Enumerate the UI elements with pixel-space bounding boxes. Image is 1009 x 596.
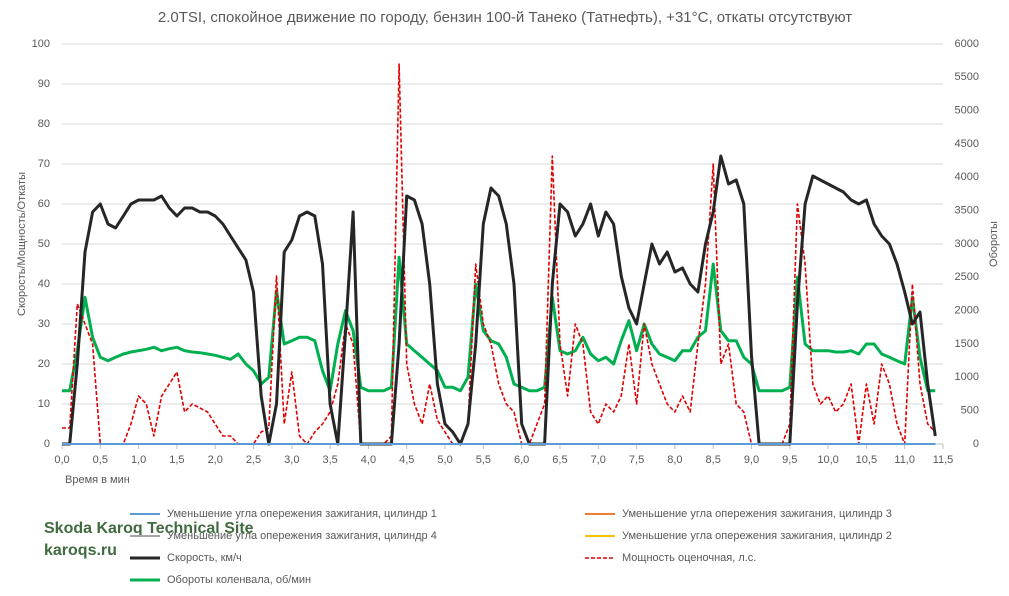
y-tick-label: 90: [38, 78, 50, 90]
x-tick-label: 0,5: [93, 454, 108, 466]
y2-tick-label: 500: [961, 405, 979, 417]
series-line: [62, 255, 936, 393]
x-tick-label: 7,0: [591, 454, 606, 466]
x-tick-label: 1,5: [169, 454, 184, 466]
series-line: [62, 63, 936, 445]
x-tick-label: 9,0: [744, 454, 759, 466]
y2-tick-label: 6000: [955, 38, 979, 50]
y-tick-label: 60: [38, 198, 50, 210]
y2-tick-label: 2500: [955, 271, 979, 283]
legend-label: Уменьшение угла опережения зажигания, ци…: [167, 508, 437, 520]
x-tick-label: 1,0: [131, 454, 146, 466]
x-tick-label: 7,5: [629, 454, 644, 466]
y2-tick-label: 1500: [955, 338, 979, 350]
x-tick-label: 2,0: [208, 454, 223, 466]
y-tick-label: 70: [38, 158, 50, 170]
y2-tick-label: 2000: [955, 305, 979, 317]
x-tick-label: 8,0: [667, 454, 682, 466]
legend-label: Обороты коленвала, об/мин: [167, 574, 311, 586]
y2-tick-label: 1000: [955, 371, 979, 383]
y2-tick-label: 4500: [955, 138, 979, 150]
legend-label: Уменьшение угла опережения зажигания, ци…: [622, 530, 892, 542]
legend-label: Уменьшение угла опережения зажигания, ци…: [622, 508, 892, 520]
watermark: Skoda Karoq Technical Site: [44, 520, 254, 537]
x-tick-label: 6,5: [552, 454, 567, 466]
y-tick-label: 80: [38, 118, 50, 130]
y2-tick-label: 3000: [955, 238, 979, 250]
legend-label: Уменьшение угла опережения зажигания, ци…: [167, 530, 437, 542]
y-tick-label: 10: [38, 398, 50, 410]
x-tick-label: 0,0: [54, 454, 69, 466]
y-tick-label: 30: [38, 318, 50, 330]
y2-tick-label: 5000: [955, 105, 979, 117]
x-tick-label: 10,0: [817, 454, 838, 466]
x-tick-label: 9,5: [782, 454, 797, 466]
y2-tick-label: 0: [973, 438, 979, 450]
y-tick-label: 40: [38, 278, 50, 290]
x-tick-label: 5,0: [437, 454, 452, 466]
legend-label: Мощность оценочная, л.с.: [622, 552, 756, 564]
x-tick-label: 5,5: [476, 454, 491, 466]
y-tick-label: 50: [38, 238, 50, 250]
legend-label: Скорость, км/ч: [167, 552, 242, 564]
y2-tick-label: 3500: [955, 205, 979, 217]
y-tick-label: 20: [38, 358, 50, 370]
x-tick-label: 8,5: [706, 454, 721, 466]
y2-tick-label: 4000: [955, 171, 979, 183]
y-axis-title: Скорость/Мощность/Откаты: [16, 172, 28, 316]
x-tick-label: 4,0: [361, 454, 376, 466]
x-axis-title: Время в мин: [65, 474, 130, 486]
x-tick-label: 10,5: [856, 454, 877, 466]
y-tick-label: 0: [44, 438, 50, 450]
y2-tick-label: 5500: [955, 71, 979, 83]
x-tick-label: 3,5: [322, 454, 337, 466]
x-tick-label: 4,5: [399, 454, 414, 466]
x-tick-label: 3,0: [284, 454, 299, 466]
y2-axis-title: Обороты: [988, 221, 1000, 267]
y-tick-label: 100: [32, 38, 50, 50]
x-tick-label: 11,5: [933, 454, 954, 466]
x-tick-label: 6,0: [514, 454, 529, 466]
x-tick-label: 2,5: [246, 454, 261, 466]
watermark: karoqs.ru: [44, 542, 117, 559]
chart-title: 2.0TSI, спокойное движение по городу, бе…: [158, 9, 852, 26]
x-tick-label: 11,0: [894, 454, 915, 466]
series-line: [62, 154, 937, 446]
